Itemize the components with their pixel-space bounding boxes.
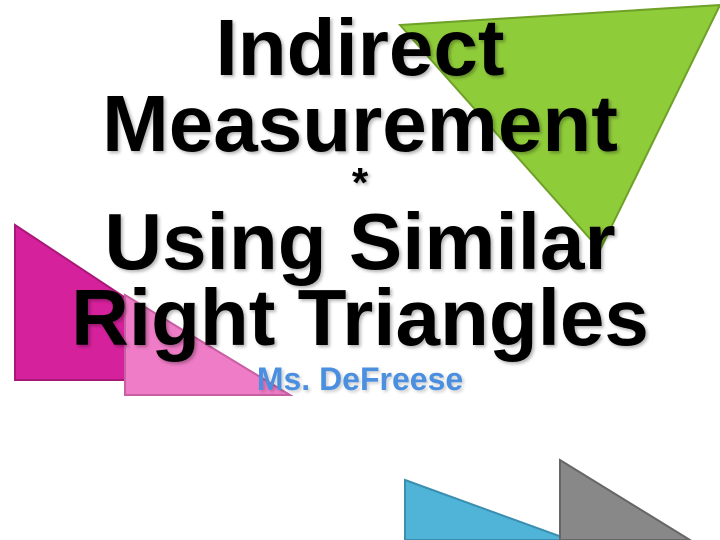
title-line1: Indirect: [0, 10, 720, 86]
blue-triangle: [405, 480, 570, 540]
gray-triangle: [560, 460, 690, 540]
title-line3: Using Similar: [0, 204, 720, 280]
title-line2: Measurement: [0, 86, 720, 162]
author: Ms. DeFreese: [0, 361, 720, 398]
title-line4: Right Triangles: [0, 280, 720, 356]
title-container: Indirect Measurement * Using Similar Rig…: [0, 10, 720, 398]
